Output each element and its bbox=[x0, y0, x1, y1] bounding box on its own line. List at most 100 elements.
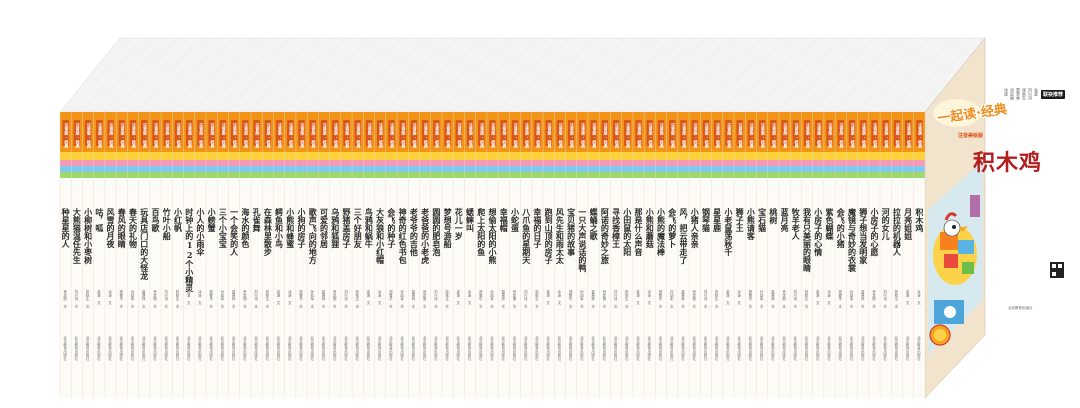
spine-publisher: 北京教育出版社 bbox=[119, 336, 124, 361]
spine-series-label: 注音版·经典 bbox=[412, 123, 418, 148]
spine-series-tabs bbox=[62, 120, 923, 146]
top-page-line bbox=[745, 37, 806, 113]
spine-author: 孙幼军 文 bbox=[220, 290, 225, 308]
spine-publisher: 北京教育出版社 bbox=[310, 336, 315, 361]
spine-author: 张秋生 文 bbox=[535, 290, 540, 308]
spine-series-tab bbox=[523, 120, 530, 146]
spine-series-label: 注音版·经典 bbox=[536, 123, 542, 148]
top-page-line bbox=[93, 37, 154, 113]
spine-title: 小熊和蜂蜜 bbox=[285, 208, 296, 248]
spine-series-label: 注音版·经典 bbox=[525, 123, 530, 148]
stripe-green bbox=[60, 172, 925, 178]
spine-publisher: 北京教育出版社 bbox=[793, 336, 798, 361]
spine-series-label: 注音版·经典 bbox=[457, 123, 463, 148]
spine-publisher: 北京教育出版社 bbox=[546, 336, 551, 361]
spine-author: 张秋生 文 bbox=[265, 290, 270, 308]
spine-series-tab bbox=[916, 120, 923, 146]
spine-title: 歌声飞向的地方 bbox=[308, 208, 319, 264]
top-page-line bbox=[778, 37, 840, 113]
spine-author: 金波 文 bbox=[366, 290, 371, 305]
cover-publisher: 北京教育出版社 bbox=[1008, 306, 1033, 310]
top-page-line bbox=[250, 37, 312, 113]
spine-publisher: 北京教育出版社 bbox=[883, 336, 888, 361]
spine-publisher: 北京教育出版社 bbox=[299, 336, 304, 361]
stripe-blue bbox=[60, 166, 925, 172]
spine-series-label: 注音版·经典 bbox=[468, 123, 474, 148]
spine-series-tab bbox=[185, 120, 193, 146]
spine-author: 葛翠林 文 bbox=[321, 290, 326, 308]
spine-series-tab bbox=[332, 120, 339, 146]
spine-publisher: 北京教育出版社 bbox=[265, 336, 270, 361]
spine-series-tab bbox=[343, 120, 350, 146]
spine-series-label: 注音版·经典 bbox=[75, 123, 81, 148]
top-page-line bbox=[554, 37, 615, 113]
top-page-line bbox=[576, 37, 637, 113]
spine-series-label: 注音版·经典 bbox=[480, 123, 486, 148]
spine-publisher: 北京教育出版社 bbox=[86, 336, 91, 361]
spine-publisher: 北京教育出版社 bbox=[681, 336, 686, 361]
spine-title: 小人的小雨伞 bbox=[195, 208, 206, 256]
spine-series-tab bbox=[129, 120, 137, 146]
spine-title: 牧羊老人 bbox=[791, 208, 802, 240]
spine-series-label: 注音版·经典 bbox=[727, 123, 733, 148]
spine-title: 老爸爸的小老虎 bbox=[420, 208, 431, 264]
spine-series-label: 注音版·经典 bbox=[120, 123, 126, 148]
spine-series-tab bbox=[860, 120, 867, 146]
spine-series-tab bbox=[410, 120, 418, 146]
spine-publisher: 北京教育出版社 bbox=[602, 336, 607, 361]
spine-series-label: 注音版·经典 bbox=[154, 123, 160, 148]
top-page-line bbox=[857, 37, 918, 113]
spine-author: 金波 文 bbox=[277, 290, 282, 305]
spine-author: 冰波 文 bbox=[557, 290, 562, 305]
spine-series-label: 注音版·经典 bbox=[210, 123, 216, 148]
spine-title: 梦想号游船 bbox=[443, 208, 454, 248]
spine-publisher: 北京教育出版社 bbox=[805, 336, 810, 361]
spine-series-tab bbox=[725, 120, 732, 146]
spine-author: 刘兴诗 文 bbox=[524, 290, 529, 308]
top-page-line bbox=[722, 37, 783, 113]
spine-publisher: 北京教育出版社 bbox=[512, 336, 517, 361]
spine-author: 肖定丽 文 bbox=[782, 290, 787, 308]
spine-title: 一只大声说话的鸭 bbox=[577, 208, 588, 272]
spine-publisher: 北京教育出版社 bbox=[220, 336, 225, 361]
top-page-line bbox=[453, 37, 514, 113]
spine-publisher: 北京教育出版社 bbox=[659, 336, 663, 361]
spine-publisher: 北京教育出版社 bbox=[434, 336, 439, 361]
spine-series-tab bbox=[893, 120, 901, 146]
spine-series-tab bbox=[837, 120, 844, 146]
spine-publisher: 北京教育出版社 bbox=[748, 336, 753, 361]
spine-series-label: 注音版·经典 bbox=[311, 123, 317, 148]
spine-author: 葛翠林 文 bbox=[681, 290, 686, 308]
spine-title: 小熊请客 bbox=[746, 208, 757, 240]
spine-publisher: 北京教育出版社 bbox=[737, 336, 742, 361]
spine-series-tab bbox=[646, 120, 653, 146]
cover-author-3: 张秋生 bbox=[1022, 88, 1027, 100]
spine-author: 张秋生 文 bbox=[805, 290, 810, 308]
spine-title: 寻找香樟王 bbox=[611, 208, 622, 248]
spine-author: 刘兴诗 文 bbox=[74, 290, 79, 308]
top-page-line bbox=[823, 37, 885, 113]
spine-series-label: 注音版·经典 bbox=[637, 123, 643, 148]
spine-series-label: 注音版·经典 bbox=[817, 123, 823, 148]
spine-title: 风雪的月夜 bbox=[106, 208, 117, 248]
spine-title: 乌鸦和狐狸 bbox=[330, 208, 341, 248]
spine-series-label: 注音版·经典 bbox=[884, 123, 890, 148]
spine-title: 风先生和雨太太 bbox=[555, 208, 566, 264]
spine-publisher: 北京教育出版社 bbox=[906, 336, 911, 361]
spine-title: 钢琴猫 bbox=[701, 208, 712, 232]
top-page-line bbox=[711, 37, 772, 113]
spine-author: 孙幼军 文 bbox=[580, 290, 585, 308]
spine-series-tab bbox=[309, 120, 316, 146]
spine-publisher: 北京教育出版社 bbox=[917, 336, 922, 361]
spine-publisher: 北京教育出版社 bbox=[501, 336, 506, 361]
spine-series-tab bbox=[612, 120, 620, 146]
spine-series-tab bbox=[803, 120, 811, 146]
top-page-line bbox=[902, 37, 963, 113]
spine-series-label: 注音版·经典 bbox=[760, 123, 766, 148]
spine-title: 风，把云带走了 bbox=[678, 208, 689, 264]
spine-series-label: 注音版·经典 bbox=[266, 123, 272, 148]
spine-author: 孙幼军 文 bbox=[400, 290, 405, 308]
spine-author: 刘兴诗 文 bbox=[793, 290, 798, 308]
spine-series-label: 注音版·经典 bbox=[64, 123, 70, 148]
top-page-line bbox=[205, 37, 267, 113]
